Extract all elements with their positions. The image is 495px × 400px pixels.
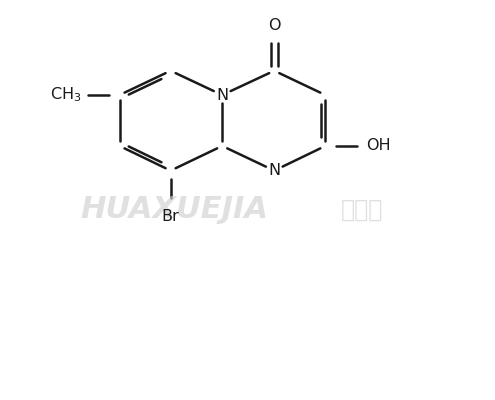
Text: CH$_3$: CH$_3$ [50,86,82,104]
Text: O: O [268,18,281,33]
Text: N: N [216,88,228,102]
Text: Br: Br [162,209,180,224]
Text: HUAXUEJIA: HUAXUEJIA [81,195,268,224]
Text: OH: OH [367,138,391,154]
Text: 化学加: 化学加 [341,198,383,222]
Text: N: N [268,163,280,178]
